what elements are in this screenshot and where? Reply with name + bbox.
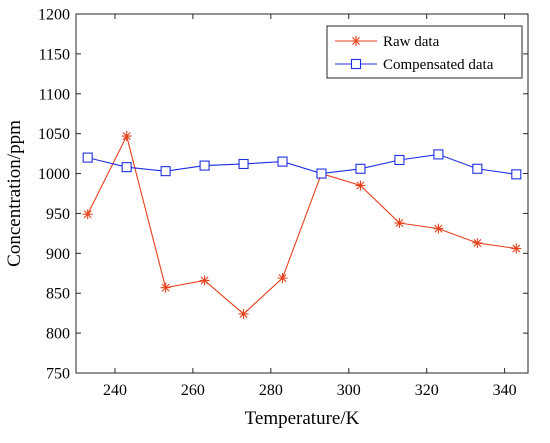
data-point: [472, 163, 483, 174]
data-point: [511, 243, 522, 254]
y-tick-label: 900: [46, 246, 70, 263]
y-tick-label: 1100: [39, 86, 70, 103]
data-point: [277, 273, 288, 284]
data-point: [82, 209, 93, 220]
y-tick-label: 850: [46, 286, 70, 303]
legend-marker: [351, 36, 361, 46]
y-tick-label: 800: [46, 326, 70, 343]
legend-marker: [350, 58, 362, 70]
legend-box: [326, 25, 523, 79]
y-tick-label: 1200: [38, 7, 70, 24]
legend-label: Raw data: [383, 34, 440, 50]
data-point: [238, 308, 249, 319]
y-tick-label: 750: [46, 366, 70, 383]
data-point: [394, 218, 405, 229]
data-point: [277, 156, 288, 167]
legend-item: Raw data: [335, 34, 440, 50]
data-point: [121, 162, 132, 173]
data-point: [472, 237, 483, 248]
data-point: [238, 158, 249, 170]
y-tick-label: 1150: [39, 46, 70, 63]
legend-item: Compensated data: [335, 57, 494, 73]
data-point: [199, 275, 210, 286]
x-tick-label: 240: [103, 382, 127, 399]
series-1: [82, 131, 522, 319]
axes-group: 750 800 850 900 950 1000 1050 1100 1150 1200 240 26…: [38, 7, 529, 399]
x-tick-label: 340: [493, 382, 517, 399]
data-point: [121, 131, 132, 142]
legend-label: Compensated data: [383, 57, 494, 73]
data-point: [511, 169, 522, 180]
y-tick-label: 1050: [38, 126, 70, 143]
data-point: [394, 154, 405, 166]
data-point: [433, 223, 444, 234]
axis-titles-group: Temperature/K Concentration/ppm: [4, 120, 360, 429]
x-tick-label: 300: [337, 382, 361, 399]
series-line: [87, 153, 517, 175]
data-point: [355, 163, 366, 174]
plot-frame: [75, 13, 529, 374]
data-point: [82, 152, 93, 163]
data-point: [433, 149, 444, 160]
x-tick-label: 260: [181, 382, 205, 399]
data-point: [199, 160, 210, 171]
x-tick-label: 320: [415, 382, 439, 399]
data-point: [160, 166, 171, 177]
y-axis-title: Concentration/ppm: [4, 120, 25, 267]
y-tick-label: 1000: [38, 166, 70, 183]
series-2: [82, 149, 522, 180]
series-line: [87, 134, 517, 315]
y-tick-label: 950: [46, 206, 70, 223]
data-point: [160, 282, 171, 293]
data-point: [355, 180, 366, 191]
data-point: [316, 168, 327, 179]
series-group: [82, 131, 522, 319]
legend: Raw data Compensated data: [326, 25, 523, 79]
x-axis-title: Temperature/K: [245, 408, 360, 429]
x-tick-label: 280: [259, 382, 283, 399]
